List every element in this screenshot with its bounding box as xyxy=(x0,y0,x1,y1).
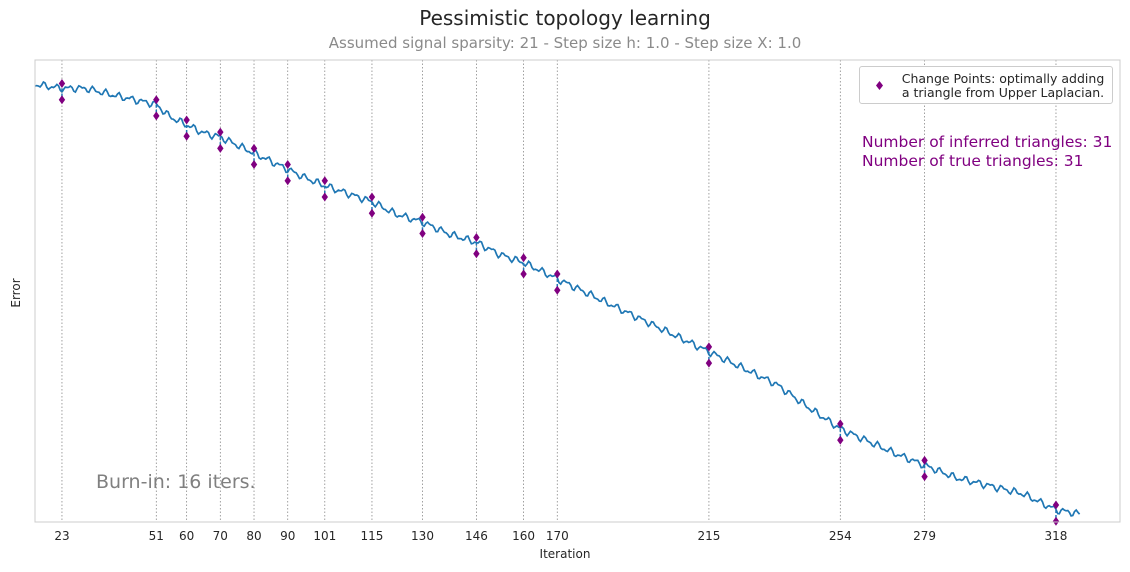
chart-title: Pessimistic topology learning xyxy=(419,6,711,30)
error-curve-segment-5 xyxy=(253,148,288,174)
error-curve-segment-3 xyxy=(186,123,221,141)
legend-label-line1: Change Points: optimally adding xyxy=(901,71,1105,86)
plot-frame xyxy=(34,59,1121,523)
change-point-marker-279-after xyxy=(921,472,928,482)
change-point-marker-80-before xyxy=(250,143,258,153)
x-tick-label-215: 215 xyxy=(697,529,720,543)
x-tick-label-279: 279 xyxy=(913,529,936,543)
change-point-marker-254-after xyxy=(837,435,844,445)
x-tick-label-80: 80 xyxy=(246,529,261,543)
change-point-marker-90-before xyxy=(284,160,291,170)
x-tick-label-130: 130 xyxy=(411,529,434,543)
true-triangles-text: Number of true triangles: 31 xyxy=(862,152,1084,170)
change-point-marker-60-after xyxy=(183,131,190,141)
error-curve-segment-4 xyxy=(219,135,255,155)
error-curve-segment-0 xyxy=(34,80,63,93)
y-axis-label: Error xyxy=(9,278,23,308)
error-curve-segment-16 xyxy=(1055,507,1081,517)
change-point-marker-115-after xyxy=(368,208,376,218)
x-tick-label-90: 90 xyxy=(280,529,295,543)
change-point-marker-170-before xyxy=(554,269,561,279)
change-point-marker-23-before xyxy=(58,79,66,89)
x-axis-label: Iteration xyxy=(539,547,591,561)
x-tick-label-70: 70 xyxy=(213,529,228,543)
change-point-marker-80-after xyxy=(250,160,258,170)
change-point-marker-170-after xyxy=(554,285,561,295)
error-curve-segment-7 xyxy=(324,183,373,204)
inferred-triangles-text: Number of inferred triangles: 31 xyxy=(862,133,1113,151)
change-point-marker-160-before xyxy=(520,253,527,263)
change-point-marker-23-after xyxy=(58,95,66,105)
x-tick-label-101: 101 xyxy=(313,529,336,543)
change-point-marker-160-after xyxy=(520,269,527,279)
x-tick-label-146: 146 xyxy=(465,529,488,543)
x-tick-label-170: 170 xyxy=(546,529,569,543)
legend: Change Points: optimally adding a triang… xyxy=(859,66,1113,104)
change-point-marker-115-before xyxy=(368,192,376,202)
change-point-marker-318-before xyxy=(1052,500,1060,510)
change-point-marker-146-after xyxy=(473,249,480,259)
change-point-marker-130-before xyxy=(419,212,426,222)
burnin-text: Burn-in: 16 iters. xyxy=(96,471,256,493)
legend-diamond-icon xyxy=(876,81,883,90)
change-point-marker-60-before xyxy=(183,115,190,125)
change-point-marker-101-after xyxy=(321,192,328,202)
legend-label-line2: a triangle from Upper Laplacian. xyxy=(901,85,1105,100)
change-point-marker-90-after xyxy=(284,176,291,186)
change-point-gridlines xyxy=(61,60,1057,522)
change-point-marker-279-before xyxy=(921,455,928,465)
change-point-marker-101-before xyxy=(321,176,328,186)
change-point-marker-254-before xyxy=(837,419,844,429)
error-curve-segment-13 xyxy=(708,350,841,430)
error-curve-segment-1 xyxy=(61,84,157,109)
error-curve-segment-10 xyxy=(476,240,525,265)
error-curve xyxy=(34,80,1081,517)
error-curve-segment-15 xyxy=(924,462,1057,510)
x-tick-label-318: 318 xyxy=(1045,529,1068,543)
x-tick-label-51: 51 xyxy=(149,529,164,543)
change-point-marker-70-before xyxy=(217,127,224,137)
error-curve-segment-12 xyxy=(556,277,710,355)
x-tick-label-60: 60 xyxy=(179,529,194,543)
x-tick-label-254: 254 xyxy=(829,529,852,543)
change-point-marker-318-after xyxy=(1052,516,1060,526)
change-point-marker-70-after xyxy=(217,143,224,153)
change-point-markers xyxy=(58,79,1060,526)
chart-subtitle: Assumed signal sparsity: 21 - Step size … xyxy=(328,34,802,52)
x-tick-label-115: 115 xyxy=(361,529,384,543)
error-curve-segment-11 xyxy=(523,259,559,279)
error-curve-segment-9 xyxy=(422,220,477,245)
legend-label: Change Points: optimally adding a triang… xyxy=(896,72,1110,100)
change-point-marker-51-after xyxy=(153,111,160,121)
x-tick-label-23: 23 xyxy=(54,529,69,543)
change-point-marker-215-after xyxy=(705,358,713,368)
change-point-marker-215-before xyxy=(705,342,713,352)
change-point-marker-51-before xyxy=(153,95,160,105)
error-curve-segment-2 xyxy=(155,103,187,128)
change-point-marker-130-after xyxy=(419,228,426,238)
change-point-marker-146-before xyxy=(473,233,480,243)
error-curve-segment-14 xyxy=(839,425,926,469)
x-axis-ticks: 23 51 60 70 80 90 101 115 130 146 160 170 215 254 279 3… xyxy=(54,529,1067,543)
error-curve-segment-8 xyxy=(371,200,424,226)
x-tick-label-160: 160 xyxy=(512,529,535,543)
error-curve-segment-6 xyxy=(286,167,325,188)
